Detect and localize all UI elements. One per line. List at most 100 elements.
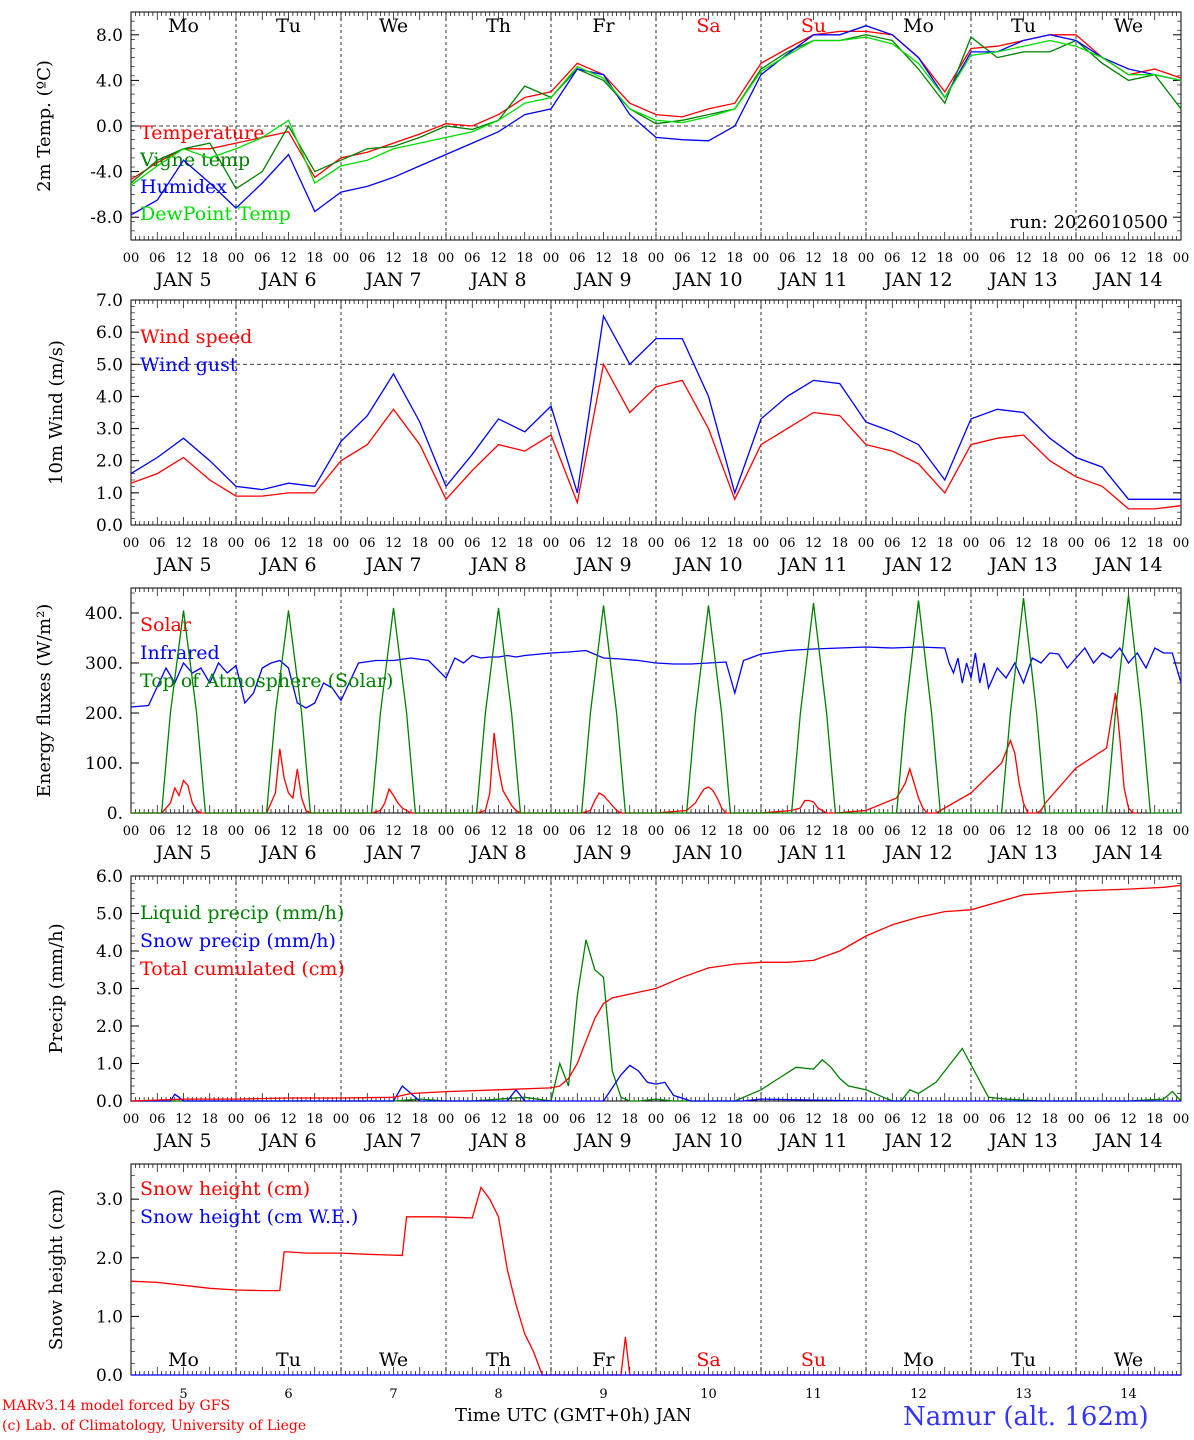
date-number: 5 xyxy=(179,1387,187,1402)
hour-tick-label: 06 xyxy=(674,824,691,839)
hour-tick-label: 00 xyxy=(753,824,770,839)
hour-tick-label: 18 xyxy=(936,824,953,839)
date-label: JAN 7 xyxy=(363,554,421,576)
hour-tick-label: 00 xyxy=(1173,824,1190,839)
date-label: JAN 11 xyxy=(777,554,847,576)
date-label: JAN 13 xyxy=(987,554,1057,576)
y-tick-label: 1.0 xyxy=(96,1055,123,1075)
hour-tick-label: 00 xyxy=(543,1112,560,1127)
y-tick-label: 200. xyxy=(85,704,123,724)
weekday-label: Mo xyxy=(903,15,934,37)
date-number: 9 xyxy=(599,1387,607,1402)
hour-tick-label: 12 xyxy=(175,251,192,266)
hour-tick-label: 18 xyxy=(831,824,848,839)
hour-tick-label: 12 xyxy=(280,536,297,551)
y-tick-label: 2.0 xyxy=(96,1017,123,1037)
hour-tick-label: 00 xyxy=(333,824,350,839)
hour-tick-label: 00 xyxy=(1068,1112,1085,1127)
hour-tick-label: 06 xyxy=(779,824,796,839)
date-label: JAN 12 xyxy=(882,842,952,864)
hour-tick-label: 12 xyxy=(1015,251,1032,266)
hour-tick-label: 06 xyxy=(884,824,901,839)
hour-tick-label: 18 xyxy=(516,251,533,266)
hour-tick-label: 18 xyxy=(936,536,953,551)
time-axis-label: Time UTC (GMT+0h) JAN xyxy=(455,1405,692,1426)
hour-tick-label: 12 xyxy=(805,251,822,266)
hour-tick-label: 18 xyxy=(516,536,533,551)
hour-tick-label: 00 xyxy=(543,824,560,839)
series-line-wind-speed xyxy=(130,362,1182,510)
hour-tick-label: 18 xyxy=(201,536,218,551)
hour-tick-label: 00 xyxy=(858,1112,875,1127)
date-label: JAN 12 xyxy=(882,554,952,576)
y-tick-label: 4.0 xyxy=(96,71,123,91)
y-tick-label: 0.0 xyxy=(96,1366,123,1386)
hour-tick-label: 00 xyxy=(228,251,245,266)
hour-tick-label: 06 xyxy=(254,1112,271,1127)
date-label: JAN 8 xyxy=(468,842,526,864)
hour-tick-label: 06 xyxy=(989,824,1006,839)
hour-tick-label: 18 xyxy=(726,251,743,266)
date-label: JAN 14 xyxy=(1092,269,1162,291)
hour-tick-label: 18 xyxy=(516,1112,533,1127)
hour-tick-label: 18 xyxy=(306,251,323,266)
hour-tick-label: 18 xyxy=(306,824,323,839)
y-axis-label: Precip (mm/h) xyxy=(46,923,67,1053)
weekday-label: Mo xyxy=(168,1349,199,1371)
hour-tick-label: 12 xyxy=(1015,824,1032,839)
y-tick-label: 3.0 xyxy=(96,1190,123,1210)
hour-tick-label: 18 xyxy=(1041,536,1058,551)
hour-tick-label: 06 xyxy=(989,536,1006,551)
hour-tick-label: 18 xyxy=(516,824,533,839)
legend-entry: Temperature xyxy=(140,122,264,144)
legend-entry: Total cumulated (cm) xyxy=(140,958,345,980)
y-tick-label: 0.0 xyxy=(96,117,123,137)
y-tick-label: 0.0 xyxy=(96,516,123,536)
hour-tick-label: 12 xyxy=(595,824,612,839)
hour-tick-label: 00 xyxy=(1173,1112,1190,1127)
hour-tick-label: 18 xyxy=(1146,1112,1163,1127)
weekday-label: We xyxy=(379,15,408,37)
hour-tick-label: 06 xyxy=(464,251,481,266)
y-tick-label: 100. xyxy=(85,754,123,774)
date-label: JAN 5 xyxy=(153,554,211,576)
date-label: JAN 9 xyxy=(573,269,631,291)
weekday-label: We xyxy=(1114,1349,1143,1371)
hour-tick-label: 06 xyxy=(569,251,586,266)
weekday-label: Tu xyxy=(276,1349,301,1371)
hour-tick-label: 18 xyxy=(1041,1112,1058,1127)
weekday-label: Mo xyxy=(903,1349,934,1371)
hour-tick-label: 00 xyxy=(648,251,665,266)
hour-tick-label: 00 xyxy=(858,251,875,266)
y-tick-label: 1.0 xyxy=(96,484,123,504)
hour-tick-label: 00 xyxy=(1173,251,1190,266)
y-tick-label: 7.0 xyxy=(96,291,123,311)
hour-tick-label: 00 xyxy=(123,536,140,551)
date-label: JAN 8 xyxy=(468,269,526,291)
weekday-label: Tu xyxy=(1011,1349,1036,1371)
hour-tick-label: 18 xyxy=(1146,536,1163,551)
hour-tick-label: 06 xyxy=(569,824,586,839)
hour-tick-label: 18 xyxy=(936,1112,953,1127)
hour-tick-label: 00 xyxy=(123,824,140,839)
y-tick-label: 3.0 xyxy=(96,420,123,440)
hour-tick-label: 00 xyxy=(438,536,455,551)
date-label: JAN 5 xyxy=(153,842,211,864)
weekday-label: Sa xyxy=(696,1349,720,1371)
date-label: JAN 12 xyxy=(882,269,952,291)
hour-tick-label: 06 xyxy=(569,1112,586,1127)
weekday-label: Tu xyxy=(276,15,301,37)
date-label: JAN 12 xyxy=(882,1130,952,1152)
hour-tick-label: 12 xyxy=(175,1112,192,1127)
weekday-label: We xyxy=(379,1349,408,1371)
hour-tick-label: 06 xyxy=(359,251,376,266)
date-label: JAN 10 xyxy=(672,269,742,291)
y-tick-label: 5.0 xyxy=(96,905,123,925)
date-label: JAN 13 xyxy=(987,269,1057,291)
hour-tick-label: 12 xyxy=(1120,536,1137,551)
hour-tick-label: 18 xyxy=(306,1112,323,1127)
date-number: 7 xyxy=(389,1387,397,1402)
hour-tick-label: 00 xyxy=(333,251,350,266)
hour-tick-label: 06 xyxy=(884,536,901,551)
